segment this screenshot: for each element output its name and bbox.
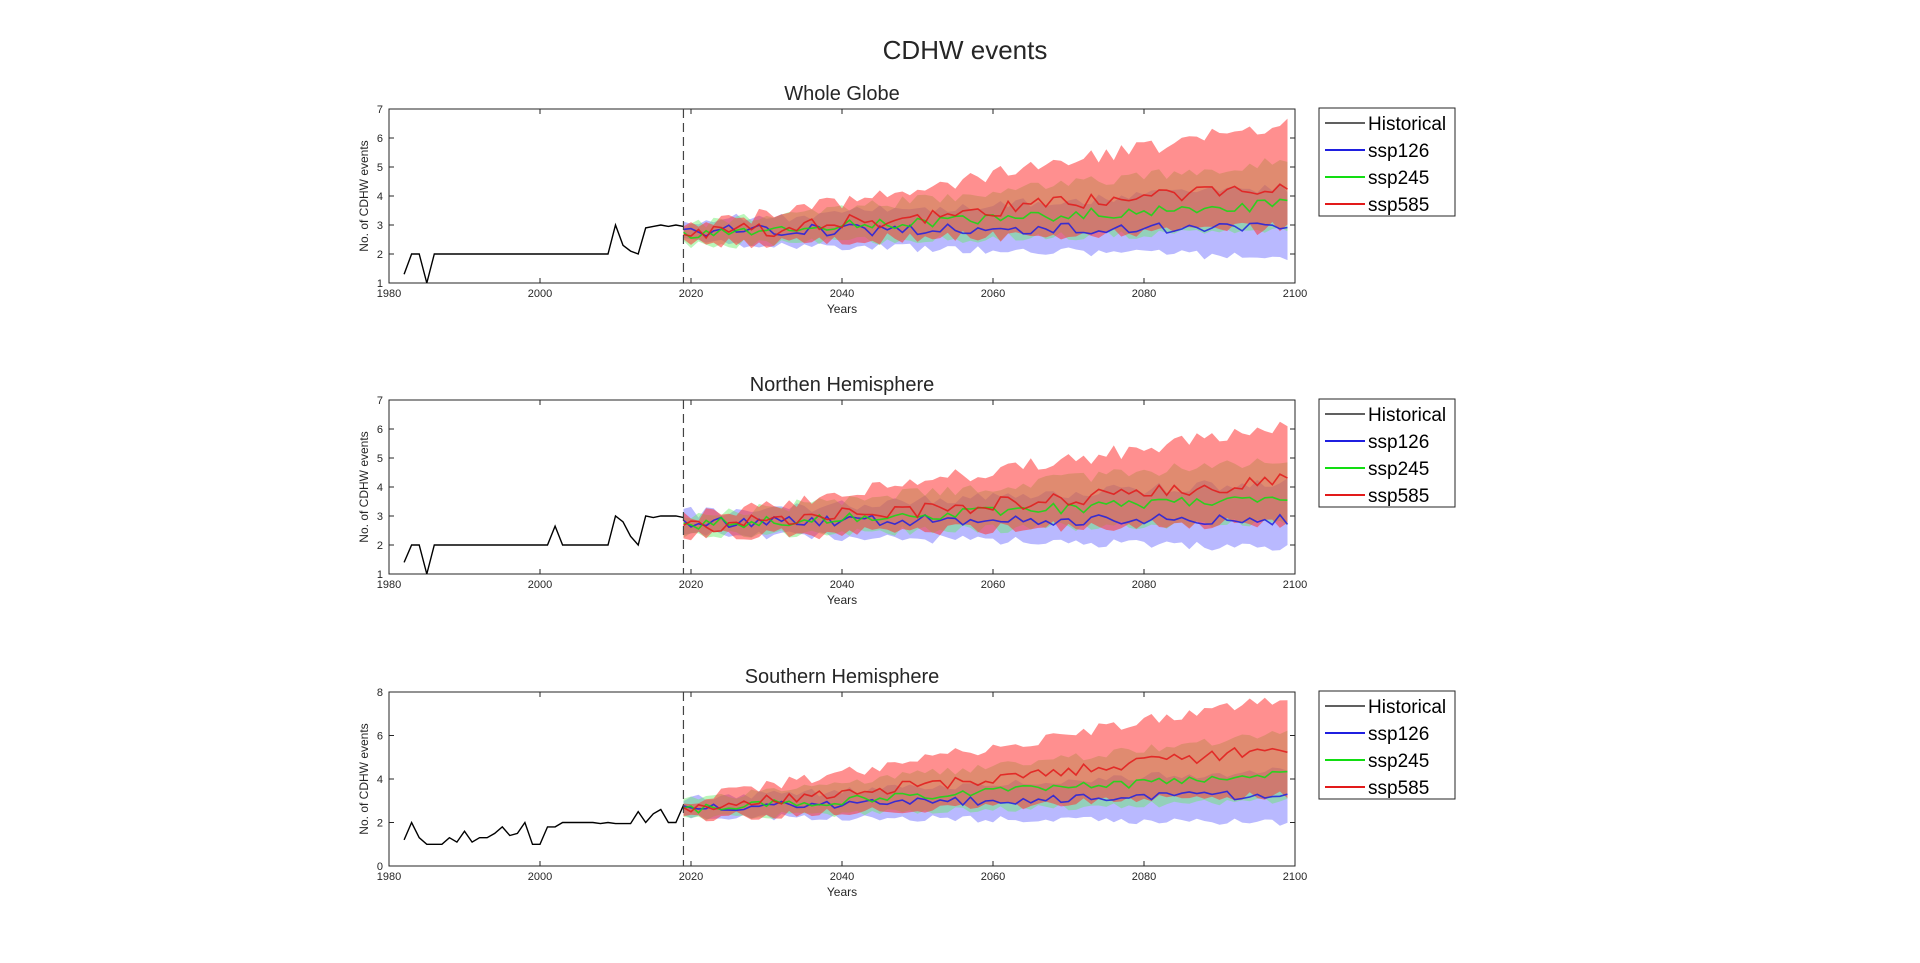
y-axis-label: No. of CDHW events (357, 140, 371, 251)
chart-panel-2: Northen Hemisphere 1980 2000 2020 2040 2060 20… (357, 374, 1456, 607)
x-tick-label: 2000 (528, 288, 552, 300)
x-tick-label: 2000 (528, 871, 552, 883)
x-tick-label: 2040 (830, 288, 854, 300)
x-tick-label: 2060 (981, 288, 1005, 300)
legend-entry: ssp585 (1368, 195, 1429, 216)
x-axis-label: Years (827, 302, 857, 316)
x-tick-label: 1980 (377, 579, 401, 591)
chart-panel-3: Southern Hemisphere 1980 2000 2020 2040 2060 2… (357, 666, 1456, 899)
x-tick-label: 2020 (679, 871, 703, 883)
legend-entry: ssp126 (1368, 724, 1429, 745)
line-historical (403, 514, 684, 574)
y-tick-label: 7 (377, 395, 383, 407)
x-tick-label: 2020 (679, 579, 703, 591)
plot-content (403, 421, 1289, 574)
y-tick-label: 0 (377, 861, 383, 873)
x-tick-label: 2100 (1283, 288, 1307, 300)
panel-title: Whole Globe (784, 83, 900, 105)
y-tick-label: 3 (377, 511, 383, 523)
y-tick-label: 4 (377, 191, 383, 203)
line-historical (403, 222, 684, 283)
x-tick-label: 1980 (377, 288, 401, 300)
panel-title: Northen Hemisphere (750, 374, 935, 396)
x-tick-label: 2100 (1283, 871, 1307, 883)
line-ssp245 (683, 770, 1288, 814)
y-tick-label: 2 (377, 249, 383, 261)
legend: Historical ssp126 ssp245 ssp585 (1318, 690, 1456, 800)
legend-box (1318, 398, 1456, 508)
legend-entry: Historical (1368, 114, 1446, 135)
y-tick-label: 6 (377, 731, 383, 743)
figure-title: CDHW events (883, 35, 1048, 65)
x-tick-label: 2040 (830, 871, 854, 883)
x-tick-label: 1980 (377, 871, 401, 883)
y-tick-label: 4 (377, 482, 383, 494)
panel-title: Southern Hemisphere (745, 666, 940, 688)
y-axis-label: No. of CDHW events (357, 723, 371, 834)
y-tick-label: 1 (377, 569, 383, 581)
x-tick-label: 2080 (1132, 579, 1156, 591)
legend-entry: ssp585 (1368, 778, 1429, 799)
y-axis-label: No. of CDHW events (357, 431, 371, 542)
x-tick-label: 2060 (981, 871, 1005, 883)
plot-content (403, 118, 1288, 283)
y-tick-label: 4 (377, 774, 383, 786)
x-tick-label: 2080 (1132, 288, 1156, 300)
x-tick-label: 2040 (830, 579, 854, 591)
x-tick-label: 2000 (528, 579, 552, 591)
plot-content (403, 697, 1288, 845)
line-ssp585 (683, 746, 1288, 813)
chart-panel-1: Whole Globe 1980 2000 2020 2040 2060 2080 2100 1… (357, 83, 1456, 316)
line-ssp585 (683, 473, 1288, 533)
x-tick-label: 2060 (981, 579, 1005, 591)
y-tick-label: 2 (377, 818, 383, 830)
line-historical (403, 804, 685, 845)
legend-entry: ssp126 (1368, 432, 1429, 453)
band-ssp585 (683, 421, 1288, 541)
y-tick-label: 5 (377, 162, 383, 174)
y-tick-label: 3 (377, 220, 383, 232)
y-tick-label: 1 (377, 278, 383, 290)
legend-box (1318, 690, 1456, 800)
legend-entry: ssp126 (1368, 141, 1429, 162)
legend: Historical ssp126 ssp245 ssp585 (1318, 398, 1456, 508)
line-ssp585 (683, 183, 1288, 240)
legend-entry: ssp245 (1368, 168, 1429, 189)
legend: Historical ssp126 ssp245 ssp585 (1318, 107, 1456, 217)
x-tick-label: 2080 (1132, 871, 1156, 883)
y-tick-label: 6 (377, 424, 383, 436)
legend-entry: Historical (1368, 697, 1446, 718)
legend-entry: ssp585 (1368, 486, 1429, 507)
x-tick-label: 2020 (679, 288, 703, 300)
y-tick-label: 2 (377, 540, 383, 552)
y-tick-label: 5 (377, 453, 383, 465)
legend-box (1318, 107, 1456, 217)
band-ssp585 (683, 697, 1288, 822)
legend-entry: ssp245 (1368, 751, 1429, 772)
line-ssp126 (683, 222, 1288, 238)
x-tick-label: 2100 (1283, 579, 1307, 591)
band-ssp585 (683, 118, 1288, 249)
legend-entry: Historical (1368, 405, 1446, 426)
legend-entry: ssp245 (1368, 459, 1429, 480)
x-axis-label: Years (827, 593, 857, 607)
y-tick-label: 7 (377, 104, 383, 116)
y-tick-label: 6 (377, 133, 383, 145)
x-axis-label: Years (827, 885, 857, 899)
y-tick-label: 8 (377, 687, 383, 699)
